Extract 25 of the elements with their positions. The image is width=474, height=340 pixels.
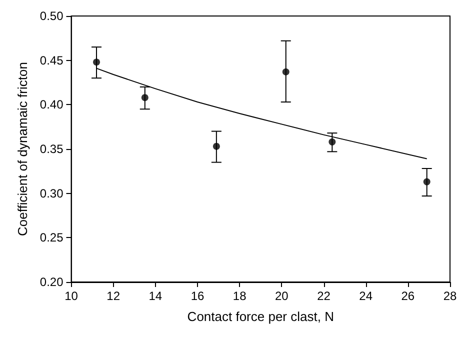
x-tick-label: 26 bbox=[401, 289, 415, 303]
x-tick-label: 12 bbox=[106, 289, 120, 303]
x-tick-label: 16 bbox=[190, 289, 204, 303]
x-tick-label: 18 bbox=[232, 289, 247, 303]
y-tick-label: 0.40 bbox=[40, 98, 64, 112]
y-tick-label: 0.20 bbox=[40, 275, 64, 289]
x-tick-label: 28 bbox=[443, 289, 457, 303]
x-tick-label: 22 bbox=[317, 289, 331, 303]
point bbox=[328, 138, 336, 146]
x-axis-title: Contact force per clast, N bbox=[187, 309, 334, 324]
point bbox=[212, 142, 220, 150]
x-tick-label: 24 bbox=[359, 289, 373, 303]
point bbox=[282, 68, 290, 76]
y-tick-label: 0.50 bbox=[40, 9, 64, 23]
y-tick-label: 0.30 bbox=[40, 186, 64, 200]
point bbox=[423, 178, 430, 186]
x-tick-label: 14 bbox=[148, 289, 162, 303]
y-tick-label: 0.25 bbox=[40, 230, 64, 245]
y-tick-label: 0.45 bbox=[40, 53, 64, 68]
point bbox=[141, 94, 148, 102]
y-tick-label: 0.35 bbox=[40, 142, 64, 156]
x-tick-label: 10 bbox=[64, 289, 78, 303]
y-axis-title: Coefficient of dynamaic fricton bbox=[15, 62, 30, 236]
x-tick-label: 20 bbox=[274, 289, 289, 303]
point bbox=[93, 58, 100, 66]
